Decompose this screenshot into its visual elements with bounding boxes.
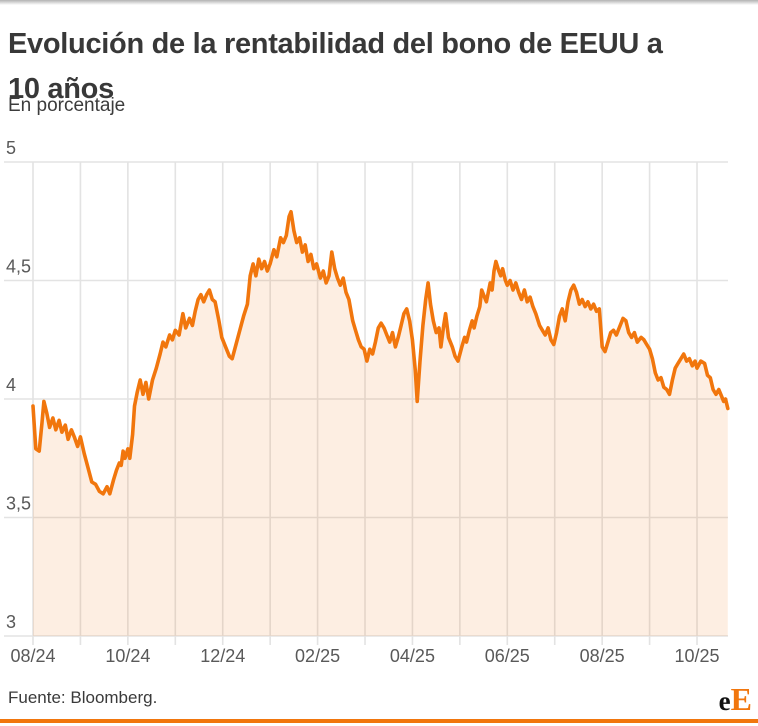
top-shadow bbox=[0, 0, 758, 5]
page-title: Evolución de la rentabilidad del bono de… bbox=[8, 22, 750, 112]
yield-line bbox=[31, 210, 730, 496]
chart-unit-label: En porcentaje bbox=[8, 95, 126, 116]
y-tick-label: 5 bbox=[6, 138, 16, 158]
footer-accent-rule bbox=[0, 719, 758, 723]
y-tick-label: 4,5 bbox=[6, 257, 31, 277]
logo-letter-E: E bbox=[730, 681, 752, 717]
eleconomista-logo: eE bbox=[719, 683, 752, 722]
x-tick-label: 02/25 bbox=[295, 646, 340, 666]
x-tick-label: 08/25 bbox=[580, 646, 625, 666]
area-fill bbox=[33, 211, 728, 637]
logo-letter-e: e bbox=[718, 686, 731, 716]
page-title-line-2: 10 años bbox=[8, 73, 114, 106]
x-tick-label: 08/24 bbox=[10, 646, 55, 666]
source-caption: Fuente: Bloomberg. bbox=[8, 688, 158, 707]
y-tick-label: 4 bbox=[6, 375, 16, 395]
x-tick-label: 04/25 bbox=[390, 646, 435, 666]
page-title-line-1: Evolución de la rentabilidad del bono de… bbox=[8, 28, 663, 61]
x-tick-label: 12/24 bbox=[200, 646, 245, 666]
y-tick-label: 3,5 bbox=[6, 494, 31, 514]
x-tick-label: 10/25 bbox=[674, 646, 719, 666]
y-tick-label: 3 bbox=[6, 612, 16, 632]
x-tick-label: 06/25 bbox=[485, 646, 530, 666]
x-tick-label: 10/24 bbox=[105, 646, 150, 666]
